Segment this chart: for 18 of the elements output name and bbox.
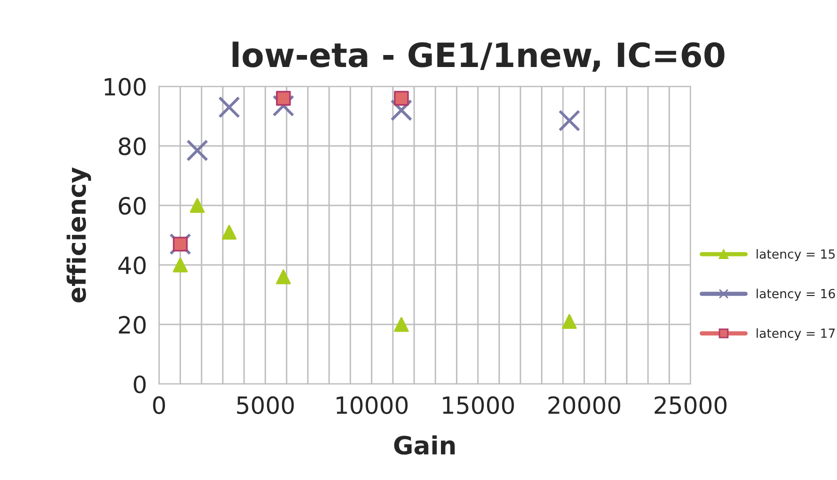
y-tick-label: 80: [118, 137, 146, 156]
x-tick-label: 25000: [654, 396, 727, 414]
y-tick-label: 60: [118, 196, 146, 215]
y-tick-label: 40: [118, 256, 146, 274]
y-tick-label: 100: [104, 78, 146, 96]
x-tick-label: 10000: [336, 396, 408, 414]
y-tick-label: 20: [118, 316, 146, 334]
chart-title: low-eta - GE1/1new, IC=60: [232, 42, 724, 72]
x-axis-title: Gain: [394, 435, 455, 455]
legend-label: latency = 17: [756, 328, 835, 340]
legend-label: latency = 16: [756, 288, 835, 301]
legend-label: latency = 15: [756, 249, 835, 262]
y-axis-title: efficiency: [66, 167, 92, 302]
x-tick-label: 20000: [548, 396, 620, 414]
y-tick-label: 0: [134, 375, 146, 394]
x-tick-label: 5000: [237, 396, 294, 414]
x-tick-label: 0: [153, 396, 165, 414]
x-tick-label: 15000: [442, 396, 514, 414]
